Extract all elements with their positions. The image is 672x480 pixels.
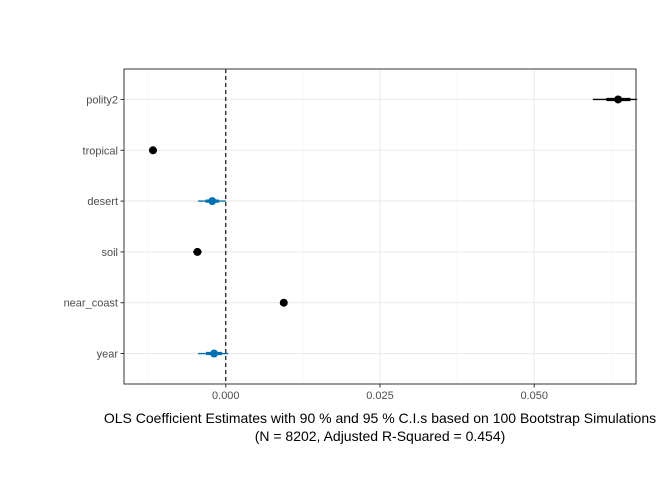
estimate-point-tropical <box>148 146 157 155</box>
marks-layer <box>148 95 638 358</box>
y-tick-label-near-coast: near_coast <box>64 298 118 310</box>
estimate-point-soil <box>193 247 202 256</box>
grid-layer <box>124 69 636 384</box>
estimate-point-polity2 <box>614 95 623 104</box>
estimate-point-desert <box>208 197 217 206</box>
y-tick-label-polity2: polity2 <box>86 94 118 106</box>
x-axis-title: OLS Coefficient Estimates with 90 % and … <box>104 410 656 426</box>
x-tick-label: 0.050 <box>520 390 548 402</box>
y-tick-label-desert: desert <box>87 196 118 208</box>
axis-layer: 0.000 0.025 0.050 polity2 tropical desert soil… <box>64 94 548 402</box>
y-tick-label-year: year <box>97 349 119 361</box>
estimate-point-year <box>210 349 219 358</box>
y-tick-label-soil: soil <box>101 247 118 259</box>
x-tick-label: 0.025 <box>366 390 394 402</box>
y-tick-label-tropical: tropical <box>83 145 118 157</box>
x-tick-label: 0.000 <box>212 390 240 402</box>
x-axis-subtitle: (N = 8202, Adjusted R-Squared = 0.454) <box>255 428 506 444</box>
estimate-point-near-coast <box>279 298 288 307</box>
